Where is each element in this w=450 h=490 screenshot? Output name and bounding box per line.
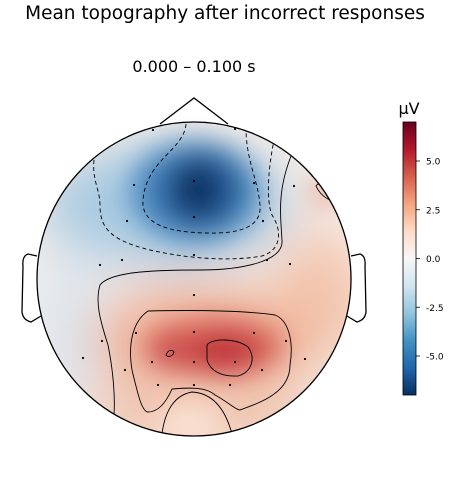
colorbar-unit-label: µV — [398, 99, 419, 118]
colorbar-tick-label: 0.0 — [426, 255, 441, 265]
sensor-marker — [292, 184, 296, 188]
left-ear-outline — [21, 253, 42, 323]
chart-subtitle: 0.000 – 0.100 s — [132, 57, 255, 76]
sensor-markers — [81, 127, 307, 387]
head-circle — [36, 121, 352, 437]
sensor-marker — [125, 219, 129, 223]
contour-neg-5 — [142, 123, 261, 234]
right-ear-outline — [346, 253, 367, 323]
colorbar-tick-label: -2.5 — [426, 304, 444, 314]
sensor-marker — [233, 360, 237, 364]
sensor-marker — [260, 368, 264, 372]
contour-pos-5-main — [206, 339, 253, 377]
sensor-marker — [192, 293, 196, 297]
sensor-marker — [192, 215, 196, 219]
colorbar-tick-label: 5.0 — [426, 158, 441, 168]
topomap-field — [37, 122, 351, 436]
contour-pos-2-5 — [130, 310, 292, 413]
sensor-marker — [284, 339, 288, 343]
sensor-marker — [123, 368, 127, 372]
head-outline — [21, 97, 367, 323]
sensor-marker — [192, 253, 196, 257]
sensor-marker — [156, 383, 160, 387]
sensor-marker — [81, 356, 85, 360]
sensor-marker — [151, 128, 155, 132]
colorbar-tick-label: -5.0 — [426, 353, 444, 363]
sensor-marker — [228, 383, 232, 387]
chart-title: Mean topography after incorrect response… — [25, 3, 425, 24]
contour-neg-2-5 — [93, 139, 279, 260]
sensor-marker — [192, 179, 196, 183]
sensor-marker — [100, 339, 104, 343]
contour-zero-upper — [97, 155, 292, 416]
contour-lines — [93, 123, 351, 435]
colorbar: µV 5.0 2.5 0.0 -2.5 -5.0 — [398, 99, 444, 396]
sensor-marker — [233, 127, 237, 131]
colorbar-tick-label: 2.5 — [426, 206, 440, 216]
sensor-marker — [192, 330, 196, 334]
sensor-marker — [150, 360, 154, 364]
sensor-marker — [134, 331, 138, 335]
nose-outline — [159, 97, 229, 125]
contour-pos-5-small — [165, 349, 175, 357]
sensor-marker — [192, 360, 196, 364]
contour-zero-bottom — [161, 391, 233, 435]
sensor-marker — [98, 263, 102, 267]
sensor-marker — [261, 219, 265, 223]
colorbar-ticks: 5.0 2.5 0.0 -2.5 -5.0 — [416, 158, 444, 363]
sensor-marker — [265, 258, 269, 262]
sensor-marker — [120, 258, 124, 262]
sensor-marker — [252, 181, 256, 185]
sensor-marker — [252, 331, 256, 335]
colorbar-gradient — [402, 121, 417, 396]
sensor-marker — [303, 357, 307, 361]
sensor-marker — [192, 383, 196, 387]
sensor-marker — [132, 183, 136, 187]
sensor-marker — [288, 262, 292, 266]
